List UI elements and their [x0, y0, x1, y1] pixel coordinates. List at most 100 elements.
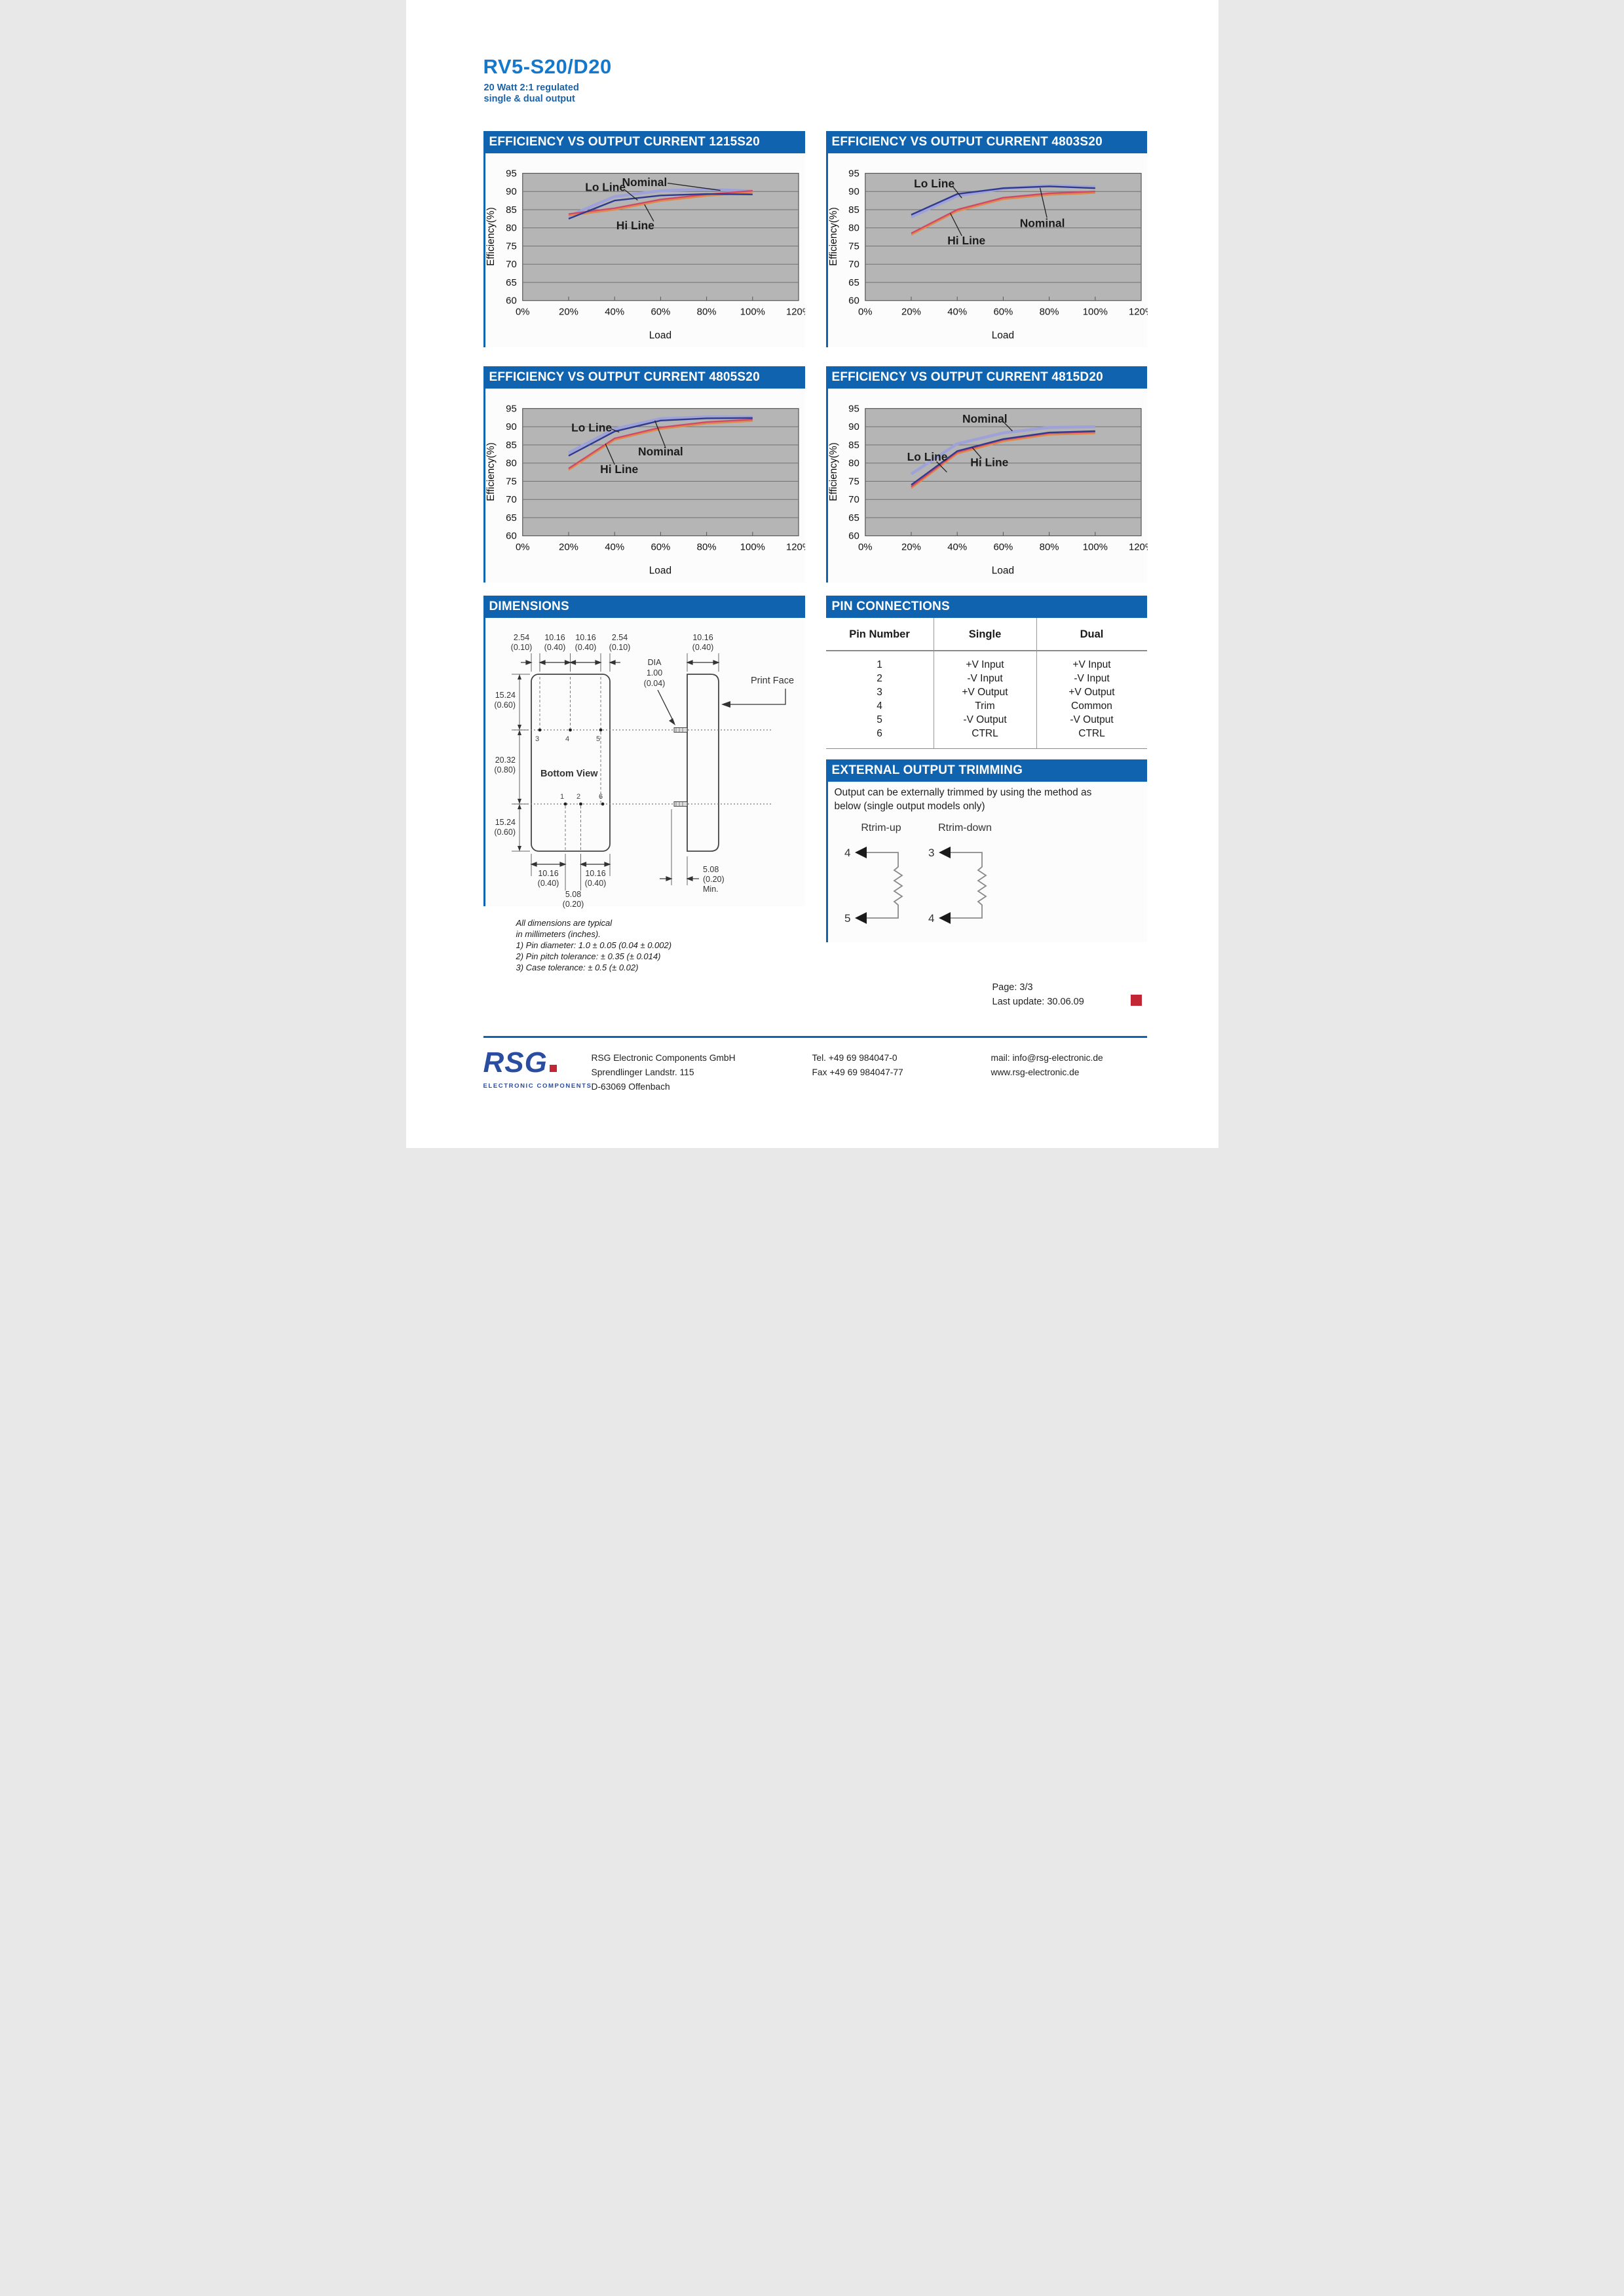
y-tick-label: 65	[506, 277, 517, 288]
series-line	[567, 418, 753, 470]
chart-canvas: 60 65 70 75 80 85 90 95 0% 20% 40% 60% 80% 100% 120% Lo…	[485, 168, 805, 341]
annotation-label: Lo Line	[907, 450, 947, 463]
company-name: RSG Electronic Components GmbH	[591, 1053, 736, 1063]
footer-phone: Tel. +49 69 984047-0 Fax +49 69 984047-7…	[812, 1051, 903, 1080]
annotation-leader	[952, 186, 962, 199]
dim-1016i-side: (0.40)	[692, 643, 713, 652]
y-tick-label: 60	[848, 296, 859, 307]
pin-table-cell: 2	[877, 673, 882, 684]
y-tick-label: 90	[848, 421, 859, 432]
annotation-leader	[643, 204, 654, 222]
x-tick-label: 40%	[947, 307, 967, 318]
dimensions-drawing: 3 4 5 1 2 6	[494, 633, 794, 909]
dia-arrowhead	[668, 718, 675, 725]
logo-dot	[549, 1065, 557, 1072]
series-line	[568, 189, 753, 215]
annotation-label: Lo Line	[571, 421, 612, 434]
pin-table-cell: -V Input	[933, 672, 1036, 685]
y-tick-label: 85	[506, 440, 517, 451]
footer-online: mail: info@rsg-electronic.de www.rsg-ele…	[991, 1051, 1103, 1080]
pin-connections-table: Pin Number Single Dual 1 +V Input +V Input…	[825, 618, 1147, 749]
pin-length-extension-lines	[671, 809, 687, 885]
annotation-label: Lo Line	[585, 181, 626, 194]
dim-1524i-lower: (0.60)	[494, 828, 516, 837]
x-tick-label: 0%	[515, 542, 529, 553]
y-axis-title: Efficiency(%)	[485, 442, 497, 501]
x-tick-label: 60%	[651, 542, 670, 553]
last-update: Last update: 30.06.09	[992, 997, 1084, 1007]
y-tick-label: 65	[848, 512, 859, 524]
footer-rule	[483, 1036, 1147, 1038]
dim-508i-min: (0.20)	[703, 875, 725, 884]
note-line: All dimensions are typical	[516, 918, 613, 928]
dimensions-header: DIMENSIONS	[483, 596, 805, 618]
dim-1016-bottom-1: 10.16	[538, 869, 558, 878]
x-tick-label: 80%	[1039, 542, 1059, 553]
series-shadow	[910, 192, 1095, 236]
y-tick-label: 70	[848, 494, 859, 505]
annotation-label: Hi Line	[600, 463, 638, 476]
fax: Fax +49 69 984047-77	[812, 1067, 903, 1077]
annotation-label: Nominal	[622, 176, 667, 189]
series-line	[568, 193, 753, 220]
trimming-box: Output can be externally trimmed by usin…	[825, 782, 1147, 942]
y-tick-label: 65	[848, 277, 859, 288]
telephone: Tel. +49 69 984047-0	[812, 1053, 897, 1063]
y-tick-label: 70	[848, 259, 859, 270]
annotation-label: Nominal	[638, 445, 683, 458]
print-face-arrowhead	[721, 701, 730, 708]
annotation-leader	[611, 428, 619, 433]
pin-table-cell: 3	[877, 687, 882, 698]
x-axis-title: Load	[991, 565, 1013, 576]
left-extension-lines	[511, 674, 530, 852]
efficiency-chart-4805s20: 60 65 70 75 80 85 90 95 0% 20% 40% 60% 80% 100% 120% Lo…	[483, 389, 805, 583]
pin-table-cell: 5	[877, 714, 882, 725]
y-tick-label: 65	[506, 512, 517, 524]
pin-5-label: 5	[596, 735, 600, 743]
dim-1016i-top-1: (0.40)	[544, 643, 565, 652]
annotation-leader	[654, 420, 666, 447]
x-tick-label: 40%	[605, 307, 624, 318]
series-shadow	[910, 432, 1095, 489]
y-axis-title: Efficiency(%)	[828, 207, 839, 266]
rtrim-up-bottom-arrow	[854, 912, 867, 924]
x-tick-label: 40%	[605, 542, 624, 553]
y-tick-label: 80	[848, 458, 859, 469]
dim-508i-bottom: (0.20)	[562, 900, 584, 909]
dim-min-label: Min.	[703, 885, 719, 894]
annotation-leader	[1039, 187, 1048, 218]
trimming-text: Output can be externally trimmed by usin…	[835, 786, 1145, 813]
website: www.rsg-electronic.de	[991, 1067, 1080, 1077]
dim-254-top-right: 2.54	[611, 633, 627, 642]
pin-table-cell: +V Output	[1036, 685, 1147, 699]
annotation-leader	[667, 182, 721, 191]
dim-2032i: (0.80)	[494, 765, 516, 775]
x-tick-label: 100%	[740, 307, 765, 318]
rtrim-up-top-arrow	[854, 847, 867, 858]
page-info-block: Page: 3/3 Last update: 30.06.09	[992, 980, 1084, 1009]
y-tick-label: 90	[506, 421, 517, 432]
dimensions-box: 3 4 5 1 2 6	[483, 618, 805, 909]
y-tick-label: 75	[506, 476, 517, 487]
page-title: RV5-S20/D20	[483, 55, 612, 78]
note-line: in millimeters (inches).	[516, 929, 601, 939]
chart-header-4803s20: EFFICIENCY VS OUTPUT CURRENT 4803S20	[825, 131, 1147, 153]
chart-header-4805s20: EFFICIENCY VS OUTPUT CURRENT 4805S20	[483, 366, 805, 389]
efficiency-chart-4815d20: 60 65 70 75 80 85 90 95 0% 20% 40% 60% 80% 100% 120% Lo…	[825, 389, 1148, 583]
datasheet-page: RV5-S20/D20 20 Watt 2:1 regulated single…	[406, 0, 1218, 1148]
dim-2032: 20.32	[495, 756, 515, 765]
annotation-leader	[935, 461, 947, 473]
bottom-view-label: Bottom View	[540, 769, 598, 779]
series-line	[910, 430, 1095, 486]
series-line	[910, 425, 1095, 476]
dia-label-3: (0.04)	[643, 679, 665, 688]
trimming-text-line-1: Output can be externally trimmed by usin…	[834, 787, 1092, 798]
pin-table-cell: Common	[1036, 699, 1147, 713]
x-tick-label: 60%	[651, 307, 670, 318]
pin-table-cell: CTRL	[933, 727, 1036, 748]
y-tick-label: 95	[506, 403, 517, 414]
y-tick-label: 85	[506, 204, 517, 216]
column-header-dual: Dual	[1036, 618, 1147, 651]
side-view-pin-stubs	[673, 727, 687, 807]
pin-table-cell: 4	[877, 700, 882, 712]
